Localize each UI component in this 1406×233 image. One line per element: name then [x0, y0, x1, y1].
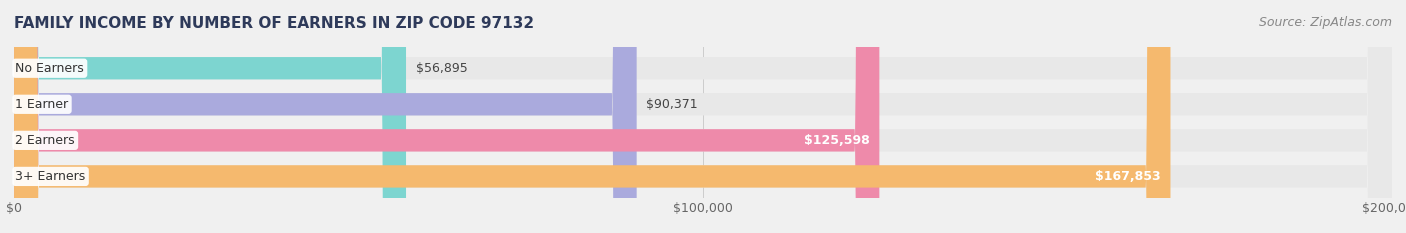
Text: $125,598: $125,598: [804, 134, 870, 147]
Text: No Earners: No Earners: [15, 62, 84, 75]
Text: $90,371: $90,371: [647, 98, 697, 111]
Text: 1 Earner: 1 Earner: [15, 98, 69, 111]
Text: Source: ZipAtlas.com: Source: ZipAtlas.com: [1258, 16, 1392, 29]
FancyBboxPatch shape: [14, 0, 1392, 233]
Text: 3+ Earners: 3+ Earners: [15, 170, 86, 183]
Text: $167,853: $167,853: [1095, 170, 1161, 183]
FancyBboxPatch shape: [14, 0, 1170, 233]
FancyBboxPatch shape: [14, 0, 406, 233]
FancyBboxPatch shape: [14, 0, 879, 233]
Text: FAMILY INCOME BY NUMBER OF EARNERS IN ZIP CODE 97132: FAMILY INCOME BY NUMBER OF EARNERS IN ZI…: [14, 16, 534, 31]
FancyBboxPatch shape: [14, 0, 1392, 233]
Text: 2 Earners: 2 Earners: [15, 134, 75, 147]
FancyBboxPatch shape: [14, 0, 637, 233]
Text: $56,895: $56,895: [416, 62, 467, 75]
FancyBboxPatch shape: [14, 0, 1392, 233]
FancyBboxPatch shape: [14, 0, 1392, 233]
